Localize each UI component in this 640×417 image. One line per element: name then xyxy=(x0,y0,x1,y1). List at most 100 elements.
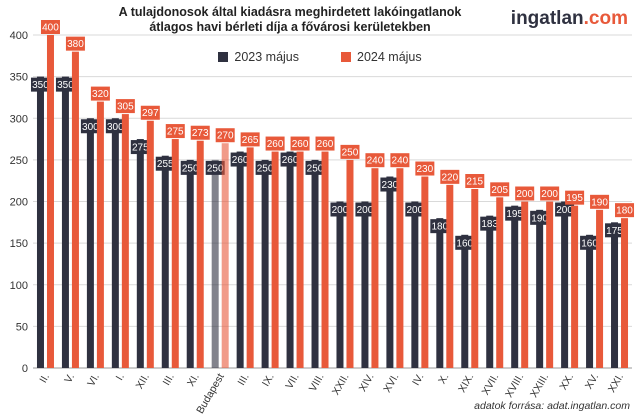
bar-2024 xyxy=(521,201,529,368)
bar-2023 xyxy=(361,201,369,368)
bar-2024 xyxy=(571,205,579,368)
bar-2023 xyxy=(536,209,544,368)
bar-2024 xyxy=(146,120,154,368)
x-tick-label: VIII. xyxy=(307,372,327,394)
data-label: 260 xyxy=(232,155,249,166)
bar-2023 xyxy=(386,176,394,368)
data-label-box xyxy=(530,210,550,225)
x-tick-label: XX. xyxy=(557,372,576,393)
data-label-box xyxy=(40,20,60,34)
data-label-box xyxy=(490,182,510,197)
x-tick-label: III. xyxy=(236,372,252,388)
data-label: 195 xyxy=(506,209,523,220)
data-label-box xyxy=(405,202,425,217)
data-label-box xyxy=(190,125,210,140)
bar-2024 xyxy=(346,159,354,368)
bar-2023 xyxy=(211,159,219,368)
data-label-box xyxy=(155,156,175,171)
x-tick-label: XXII. xyxy=(330,372,352,398)
data-label: 190 xyxy=(591,197,608,208)
y-tick-label: 250 xyxy=(10,155,28,167)
data-label: 380 xyxy=(67,39,84,50)
data-label: 260 xyxy=(317,139,334,150)
data-label-box xyxy=(130,140,150,155)
legend-item-2024: 2024 május xyxy=(341,50,422,64)
bar-2023 xyxy=(61,76,69,368)
y-tick-label: 350 xyxy=(10,72,28,84)
bar-2024 xyxy=(621,218,629,368)
x-tick-label: X. xyxy=(436,372,451,387)
data-label: 195 xyxy=(566,193,583,204)
data-label: 260 xyxy=(282,155,299,166)
data-label-box xyxy=(255,160,275,175)
bar-2023 xyxy=(611,222,619,368)
bar-2023 xyxy=(411,201,419,368)
bar-2024 xyxy=(396,168,404,368)
data-label-box xyxy=(280,152,300,167)
bar-2023 xyxy=(136,139,144,368)
x-tick-label: XVII. xyxy=(480,371,502,397)
x-tick-label: II. xyxy=(37,372,52,386)
data-source: adatok forrása: adat.ingatlan.com xyxy=(474,400,630,412)
data-label: 220 xyxy=(441,172,458,183)
y-tick-label: 200 xyxy=(10,197,28,209)
data-label-box xyxy=(590,194,610,209)
y-tick-label: 300 xyxy=(10,113,28,125)
legend-swatch-2024 xyxy=(341,52,351,62)
bar-2024 xyxy=(196,140,204,368)
x-tick-label: I. xyxy=(114,372,127,383)
x-tick-label: XIX. xyxy=(456,372,476,395)
bar-2024 xyxy=(596,209,604,368)
bar-2024 xyxy=(321,151,329,368)
data-label-box xyxy=(315,136,335,151)
data-label-box xyxy=(440,169,460,184)
data-label: 275 xyxy=(132,143,149,154)
data-label-box xyxy=(115,99,135,114)
data-label-box xyxy=(305,160,325,175)
bar-2023 xyxy=(186,159,194,368)
bar-2023 xyxy=(161,155,169,368)
bar-2024 xyxy=(446,184,454,368)
data-label-box xyxy=(390,153,410,168)
bar-2023 xyxy=(261,159,269,368)
x-tick-label: III. xyxy=(161,372,177,388)
data-label: 250 xyxy=(182,163,199,174)
legend-item-2023: 2023 május xyxy=(218,50,299,64)
data-label: 305 xyxy=(117,102,134,113)
data-label-box xyxy=(180,160,200,175)
data-label: 200 xyxy=(407,205,424,216)
data-label-box xyxy=(365,153,385,168)
data-label: 180 xyxy=(431,222,448,233)
bar-2024 xyxy=(171,139,179,368)
data-label-box xyxy=(330,202,350,217)
data-label: 350 xyxy=(57,80,74,91)
data-label: 250 xyxy=(207,163,224,174)
data-label: 260 xyxy=(292,139,309,150)
bar-2023 xyxy=(111,118,119,368)
data-label-box xyxy=(505,206,525,221)
data-label: 180 xyxy=(616,206,633,217)
data-label: 200 xyxy=(541,189,558,200)
x-tick-label: XV. xyxy=(583,372,601,392)
bar-2023 xyxy=(36,76,44,368)
data-label-box xyxy=(105,119,125,134)
bar-2024 xyxy=(296,151,304,368)
data-label-box xyxy=(340,144,360,159)
x-tick-label: XIV. xyxy=(357,372,377,394)
data-label-box xyxy=(605,223,625,238)
x-tick-label: XXI. xyxy=(606,372,626,395)
brand-main: ingatlan xyxy=(510,8,584,29)
data-label: 200 xyxy=(516,189,533,200)
bar-2024 xyxy=(471,189,479,368)
data-label-box xyxy=(415,161,435,176)
brand-suffix: .com xyxy=(583,8,628,29)
bar-2024 xyxy=(46,35,54,368)
data-label: 260 xyxy=(267,139,284,150)
data-label-box xyxy=(80,119,100,134)
data-label-box xyxy=(355,202,375,217)
bar-2023 xyxy=(286,151,294,368)
data-label: 350 xyxy=(32,80,49,91)
data-label: 320 xyxy=(92,89,109,100)
bar-2023 xyxy=(86,118,94,368)
data-label: 275 xyxy=(167,127,184,138)
